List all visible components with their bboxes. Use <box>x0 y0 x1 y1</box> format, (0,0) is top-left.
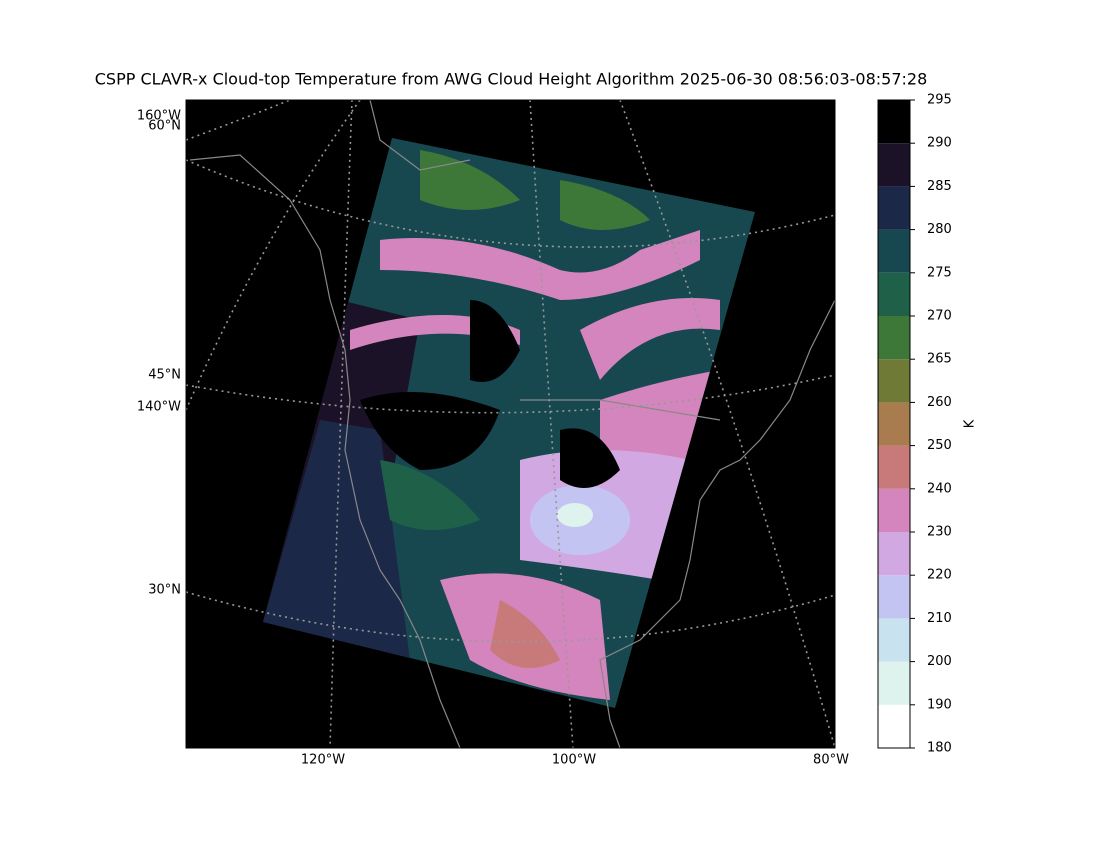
map-label: 30°N <box>148 583 181 598</box>
colorbar-tick-label: 260 <box>927 395 952 410</box>
map <box>186 100 835 748</box>
colorbar-tick-label: 295 <box>927 93 952 108</box>
colorbar-tick-label: 240 <box>927 481 952 496</box>
colorbar-label: K <box>963 419 978 428</box>
map-label: 45°N <box>148 368 181 383</box>
map-frame <box>185 99 836 749</box>
colorbar-frame <box>877 99 911 749</box>
colorbar-segment <box>878 445 910 489</box>
map-label: 100°W <box>552 753 596 768</box>
title: CSPP CLAVR-x Cloud-top Temperature from … <box>95 70 928 89</box>
colorbar-segment <box>878 229 910 273</box>
colorbar-tick-label: 250 <box>927 438 952 453</box>
colorbar-segment <box>878 272 910 316</box>
colorbar-segment <box>878 532 910 576</box>
map-labels: 160°W60°N 45°N 140°W 30°N 120°W 100°W 80°W <box>137 109 849 768</box>
map-label: 140°W <box>137 400 181 415</box>
coastlines <box>189 100 835 748</box>
colorbar-tick-label: 190 <box>927 697 952 712</box>
colorbar-segment <box>878 186 910 230</box>
colorbar-tick-label: 290 <box>927 136 952 151</box>
colorbar-segment <box>878 359 910 403</box>
colorbar-tick-label: 280 <box>927 222 952 237</box>
colorbar-segment <box>878 661 910 705</box>
colorbar-tick-label: 230 <box>927 525 952 540</box>
colorbar-segment <box>878 618 910 662</box>
colorbar-segment <box>878 316 910 360</box>
graticule <box>186 100 835 748</box>
colorbar-tick-label: 265 <box>927 352 952 367</box>
map-label: 80°W <box>813 753 849 768</box>
colorbar-tick-label: 285 <box>927 179 952 194</box>
colorbar-segment <box>878 488 910 532</box>
colorbar-tick-label: 270 <box>927 309 952 324</box>
colorbar-segment <box>878 100 910 144</box>
colorbar-tick-label: 180 <box>927 741 952 756</box>
colorbar-segment <box>878 143 910 187</box>
colorbar: 180 190 200 210 220 230 240 250 260 265 270 275 280 2… <box>877 93 978 756</box>
map-label: 120°W <box>301 753 345 768</box>
colorbar-segment <box>878 704 910 748</box>
colorbar-segment <box>878 575 910 619</box>
map-label: 160°W <box>137 109 181 124</box>
colorbar-tick-label: 220 <box>927 568 952 583</box>
colorbar-tick-label: 210 <box>927 611 952 626</box>
map-label: 60°N <box>148 119 181 134</box>
colorbar-segment <box>878 402 910 446</box>
colorbar-tick-label: 200 <box>927 654 952 669</box>
colorbar-tick-label: 275 <box>927 265 952 280</box>
